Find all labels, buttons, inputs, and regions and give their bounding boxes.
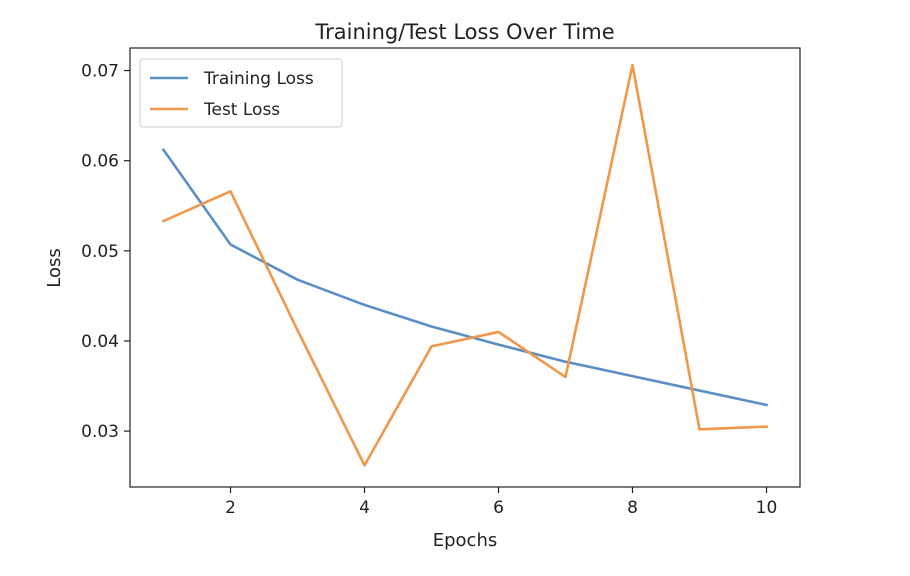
chart-title: Training/Test Loss Over Time xyxy=(314,20,614,44)
y-tick-label: 0.07 xyxy=(81,62,119,82)
y-tick-label: 0.03 xyxy=(81,422,119,442)
legend: Training Loss Test Loss xyxy=(139,58,343,128)
x-tick-label: 10 xyxy=(756,498,778,518)
x-tick-label: 2 xyxy=(225,498,236,518)
x-axis-title: Epochs xyxy=(433,530,498,551)
series-layer xyxy=(161,63,769,467)
x-tick-label: 6 xyxy=(493,498,504,518)
y-axis: 0.03 0.04 0.05 0.06 0.07 xyxy=(81,62,130,442)
legend-box xyxy=(139,58,343,128)
training-loss-line xyxy=(161,148,769,407)
y-tick-label: 0.04 xyxy=(81,332,119,352)
x-axis: 2 4 6 8 10 xyxy=(225,487,777,518)
y-tick-label: 0.06 xyxy=(81,152,119,172)
test-loss-legend-label: Test Loss xyxy=(203,100,280,120)
y-tick-label: 0.05 xyxy=(81,242,119,262)
y-axis-title: Loss xyxy=(44,248,65,287)
training-loss-legend-label: Training Loss xyxy=(203,69,314,89)
x-tick-label: 8 xyxy=(627,498,638,518)
test-loss-line xyxy=(161,63,768,467)
x-tick-label: 4 xyxy=(359,498,370,518)
plot-frame xyxy=(129,47,801,488)
